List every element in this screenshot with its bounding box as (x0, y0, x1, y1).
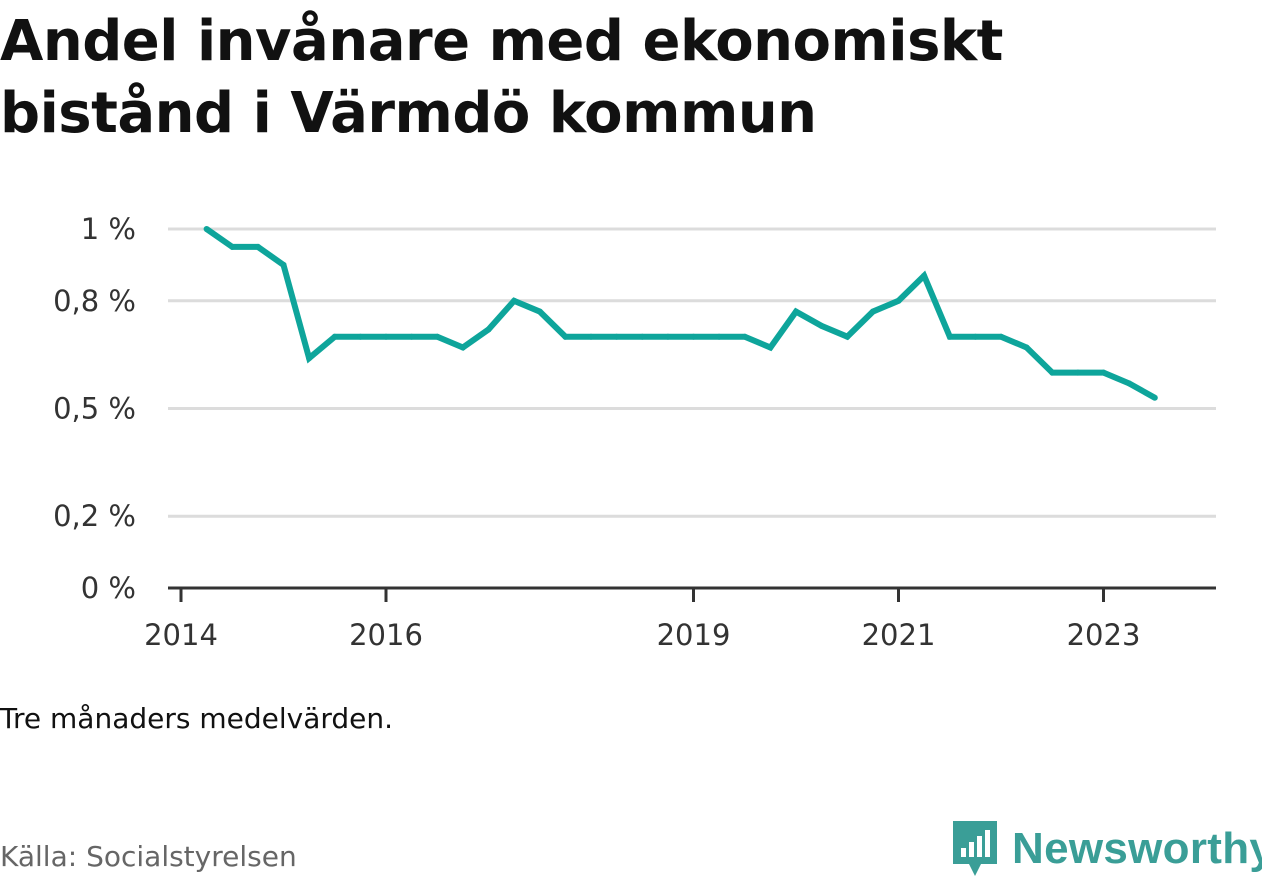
chart-title: Andel invånare med ekonomiskt bistånd i … (0, 9, 1003, 146)
x-tick-label: 2023 (1067, 618, 1141, 652)
data-point (229, 243, 236, 250)
data-point (1126, 380, 1133, 387)
y-tick-label: 0,5 % (53, 392, 136, 426)
data-point (1023, 344, 1030, 351)
data-point (562, 333, 569, 340)
data-point (1100, 369, 1107, 376)
y-axis-ticks: 0 % 0,2 % 0,5 % 0,8 % 1 % (53, 212, 136, 605)
data-point (383, 333, 389, 340)
data-point (793, 308, 799, 315)
gridlines (168, 227, 1216, 518)
data-point (664, 333, 671, 340)
data-point (1049, 369, 1056, 376)
series-line (204, 226, 1157, 401)
data-point (203, 226, 210, 232)
y-tick-label: 0,8 % (53, 284, 136, 318)
data-point (254, 243, 261, 250)
x-tick-label: 2014 (144, 618, 218, 652)
y-tick-label: 0,2 % (53, 499, 136, 533)
x-tick-label: 2016 (349, 618, 423, 652)
data-point (741, 333, 748, 340)
data-point (357, 333, 364, 340)
data-point (869, 308, 876, 315)
brand-logo[interactable]: Newsworthy (950, 818, 1262, 880)
data-point (895, 297, 902, 304)
data-point (306, 355, 313, 362)
data-point (588, 333, 594, 340)
data-point (716, 333, 723, 340)
data-point (485, 326, 492, 333)
data-point (818, 322, 825, 329)
y-tick-label: 1 % (81, 212, 136, 246)
data-point (459, 344, 466, 351)
data-point (921, 272, 928, 279)
data-point (613, 333, 620, 340)
data-point (511, 297, 518, 304)
y-tick-label: 0 % (81, 571, 136, 605)
data-point (1151, 394, 1158, 401)
x-tick-label: 2019 (657, 618, 731, 652)
data-point (280, 261, 287, 268)
chart-note: Tre månaders medelvärden. (0, 702, 394, 735)
series-group (203, 226, 1158, 401)
x-axis: 2014 2016 2019 2021 2023 (144, 586, 1216, 652)
data-point (998, 333, 1004, 340)
data-point (1074, 369, 1081, 376)
data-point (767, 344, 774, 351)
data-point (844, 333, 851, 340)
data-point (536, 308, 543, 315)
data-point (639, 333, 646, 340)
brand-name: Newsworthy (1012, 824, 1262, 873)
data-point (972, 333, 979, 340)
data-point (946, 333, 953, 340)
newsworthy-logo-icon (953, 821, 997, 876)
data-point (331, 333, 338, 340)
source-credit: Källa: Socialstyrelsen (0, 840, 297, 873)
data-point (408, 333, 415, 340)
data-point (690, 333, 697, 340)
data-point (434, 333, 441, 340)
x-tick-label: 2021 (862, 618, 936, 652)
